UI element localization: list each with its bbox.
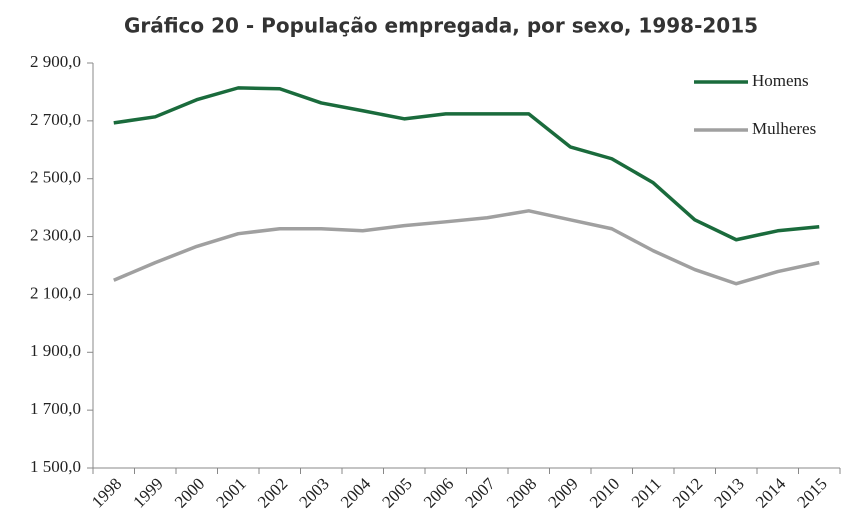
x-tick-label: 2001	[212, 474, 249, 511]
series-line	[113, 86, 820, 242]
x-tick-label: 2008	[503, 474, 540, 511]
x-tick-label: 2011	[628, 474, 665, 511]
y-tick-label: 2 100,0	[30, 283, 81, 302]
chart-title: Gráfico 20 - População empregada, por se…	[124, 14, 758, 38]
x-tick-label: 1998	[88, 474, 125, 511]
series-line	[113, 209, 820, 286]
y-tick-label: 1 700,0	[30, 399, 81, 418]
x-tick-label: 1999	[129, 474, 166, 511]
x-tick-label: 2014	[752, 474, 790, 512]
x-tick-label: 2005	[378, 474, 415, 511]
y-tick-label: 1 900,0	[30, 341, 81, 360]
x-tick-label: 2000	[171, 474, 208, 511]
y-tick-label: 2 300,0	[30, 225, 81, 244]
x-tick-label: 2009	[544, 474, 581, 511]
legend-label: Mulheres	[752, 119, 816, 138]
y-tick-label: 2 900,0	[30, 52, 81, 71]
legend-label: Homens	[752, 71, 809, 90]
x-tick-label: 2015	[793, 474, 830, 511]
y-tick-label: 2 500,0	[30, 168, 81, 187]
y-tick-label: 1 500,0	[30, 457, 81, 476]
x-tick-label: 2010	[586, 474, 623, 511]
x-tick-label: 2006	[420, 474, 457, 511]
x-tick-label: 2012	[669, 474, 706, 511]
x-tick-label: 2004	[337, 474, 375, 512]
x-tick-label: 2002	[254, 474, 291, 511]
y-tick-label: 2 700,0	[30, 110, 81, 129]
x-tick-label: 2013	[710, 474, 747, 511]
x-tick-label: 2003	[295, 474, 332, 511]
x-tick-label: 2007	[461, 474, 499, 512]
